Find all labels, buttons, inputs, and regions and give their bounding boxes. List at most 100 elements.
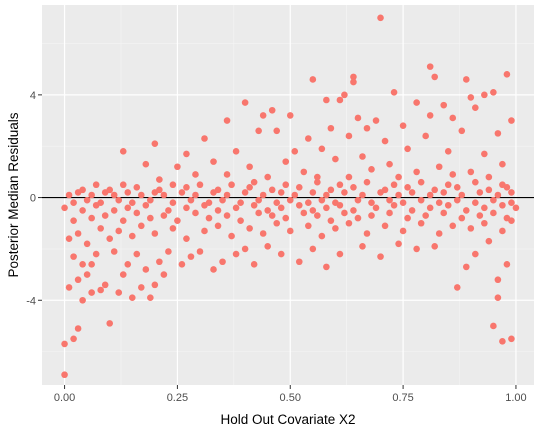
data-point: [381, 186, 389, 194]
data-point: [119, 217, 127, 224]
data-point: [110, 248, 118, 255]
data-point: [160, 191, 168, 199]
minor-gridlines: [42, 5, 534, 385]
data-point: [490, 196, 497, 204]
data-point: [65, 191, 73, 199]
y-tick-label: 4: [30, 90, 36, 102]
data-point: [359, 243, 366, 250]
data-point: [250, 261, 258, 268]
data-point: [255, 127, 262, 135]
data-point: [115, 196, 123, 204]
data-point: [359, 153, 366, 160]
data-point: [462, 263, 470, 271]
data-point: [160, 271, 168, 278]
data-point: [453, 184, 461, 191]
data-point: [237, 217, 244, 224]
data-point: [323, 96, 330, 104]
data-point: [133, 184, 141, 191]
data-point: [214, 222, 222, 230]
data-point: [232, 148, 240, 155]
data-point: [494, 130, 502, 137]
data-point: [282, 214, 290, 222]
data-point: [151, 230, 159, 237]
data-point: [142, 266, 150, 273]
data-point: [201, 135, 208, 142]
data-point: [462, 207, 470, 214]
data-point: [449, 222, 457, 230]
data-point: [124, 204, 132, 212]
data-point: [124, 261, 132, 268]
data-point: [79, 186, 86, 194]
data-point: [458, 191, 466, 199]
x-tick-label: 0.25: [167, 392, 188, 404]
data-point: [476, 189, 484, 196]
data-point: [341, 91, 348, 99]
data-point: [65, 235, 73, 242]
data-point: [499, 338, 506, 345]
data-point: [295, 258, 303, 266]
data-point: [481, 150, 488, 158]
data-point: [440, 101, 448, 109]
data-point: [453, 196, 461, 204]
data-point: [214, 207, 222, 214]
data-point: [503, 214, 511, 222]
data-point: [268, 212, 276, 219]
data-point: [417, 178, 425, 186]
data-point: [124, 189, 132, 196]
data-point: [268, 186, 276, 194]
data-point: [503, 261, 511, 268]
data-point: [205, 199, 213, 206]
data-point: [169, 225, 177, 232]
data-point: [74, 276, 82, 284]
data-point: [192, 209, 199, 217]
data-point: [259, 230, 267, 237]
data-point: [264, 243, 271, 250]
data-point: [381, 137, 389, 145]
data-point: [74, 230, 82, 237]
data-point: [404, 145, 411, 153]
data-point: [490, 209, 497, 217]
data-point: [70, 335, 77, 343]
data-point: [165, 207, 172, 214]
data-point: [83, 196, 91, 204]
data-point: [368, 199, 375, 206]
data-point: [219, 196, 226, 204]
data-point: [318, 196, 326, 204]
data-point: [196, 181, 204, 189]
data-point: [174, 163, 181, 171]
data-point: [183, 184, 190, 191]
data-point: [83, 271, 91, 278]
data-point: [79, 296, 86, 304]
data-point: [282, 158, 290, 165]
data-point: [101, 281, 109, 289]
data-point: [241, 189, 249, 196]
data-point: [323, 191, 330, 199]
data-point: [499, 181, 506, 189]
data-point: [354, 196, 362, 204]
data-point: [119, 181, 127, 189]
data-point: [426, 112, 434, 119]
data-point: [232, 250, 240, 258]
data-point: [156, 186, 163, 194]
data-point: [214, 186, 222, 194]
data-point: [128, 294, 136, 302]
data-point: [323, 204, 330, 212]
data-point: [255, 196, 262, 204]
data-point: [508, 335, 515, 343]
data-point: [350, 207, 357, 214]
data-point: [490, 322, 497, 330]
data-point: [192, 171, 199, 178]
data-point: [435, 199, 443, 206]
data-point: [305, 222, 312, 230]
data-point: [336, 250, 344, 258]
data-point: [467, 94, 475, 101]
data-point: [183, 150, 190, 158]
data-point: [354, 114, 362, 122]
data-point: [138, 222, 145, 230]
data-point: [481, 91, 488, 99]
data-point: [336, 96, 344, 104]
data-point: [65, 284, 73, 291]
data-point: [417, 196, 425, 204]
x-tick-label: 0.50: [280, 392, 301, 404]
data-point: [327, 124, 335, 132]
